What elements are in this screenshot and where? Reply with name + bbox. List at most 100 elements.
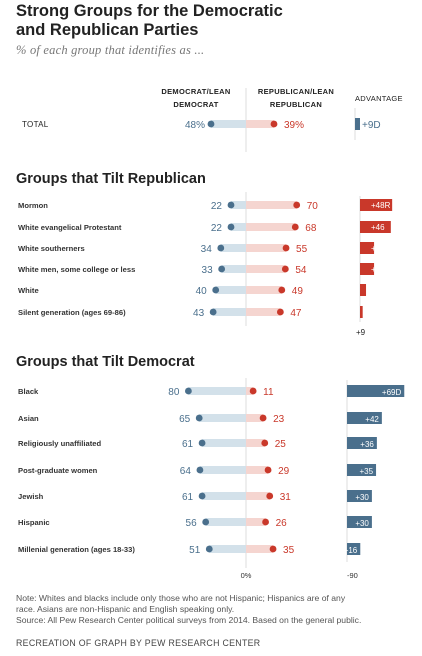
rep-value: 47 [290, 308, 302, 319]
rep-value: 29 [278, 466, 290, 477]
rep-bar [246, 265, 286, 273]
advantage-value: +48R [371, 201, 391, 210]
advantage-scale-label: +9 [356, 328, 366, 337]
footnote: Note: Whites and blacks include only tho… [16, 593, 416, 626]
row-label: Jewish [18, 492, 44, 501]
rep-value: 55 [296, 244, 308, 255]
rep-dot [281, 265, 289, 273]
footnote-line-3: Source: All Pew Research Center politica… [16, 615, 362, 625]
total-dem-value: 48% [185, 120, 205, 131]
rep-value: 23 [273, 414, 285, 425]
dem-bar [221, 265, 246, 273]
dem-value: 65 [179, 414, 191, 425]
credit-line: RECREATION OF GRAPH BY PEW RESEARCH CENT… [16, 638, 261, 648]
advantage-bar [347, 412, 382, 424]
row-label-total: TOTAL [22, 120, 49, 129]
dem-dot [195, 414, 203, 422]
dem-bar [209, 545, 246, 553]
row-label: White men, some college or less [18, 265, 135, 274]
dem-value: 43 [193, 308, 205, 319]
dem-dot [185, 387, 192, 395]
dem-bar [199, 466, 246, 474]
dem-dot [227, 201, 235, 209]
advantage-value: +16 [344, 546, 358, 555]
advantage-bar [347, 543, 361, 555]
rep-value: 54 [295, 265, 307, 276]
dem-dot [227, 223, 235, 231]
advantage-bar [347, 437, 377, 449]
rep-bar [246, 223, 296, 231]
advantage-bar [347, 490, 372, 502]
advantage-bar [360, 284, 367, 296]
rep-dot [293, 201, 301, 209]
rep-bar [246, 201, 297, 209]
rep-bar [246, 492, 270, 500]
dem-bar [213, 308, 246, 316]
row-label: White evangelical Protestant [18, 223, 122, 232]
dem-bar [199, 414, 246, 422]
dem-bar [215, 286, 246, 294]
dem-value: 51 [189, 545, 201, 556]
rep-value: 26 [276, 518, 288, 529]
dem-dot [212, 286, 220, 294]
rep-bar [246, 518, 266, 526]
rep-dot [261, 439, 269, 447]
dem-dot [202, 518, 210, 526]
chart-title-line-1: Strong Groups for the Democratic [16, 2, 283, 20]
dem-bar [205, 518, 246, 526]
rep-dot [276, 308, 284, 316]
row-label: Black [18, 387, 39, 396]
rep-bar [246, 466, 269, 474]
total-rep-bar [246, 120, 274, 128]
dem-value: 61 [182, 439, 194, 450]
chart-subtitle: % of each group that identifies as ... [16, 43, 205, 57]
header-rep-line-2: REPUBLICAN [270, 100, 322, 109]
dem-bar [202, 439, 246, 447]
rep-value: 49 [292, 286, 304, 297]
advantage-value: +35 [359, 467, 373, 476]
header-dem-line-2: DEMOCRAT [173, 100, 218, 109]
row-label: Asian [18, 414, 39, 423]
dem-value: 61 [182, 492, 194, 503]
row-label: Post-graduate women [18, 466, 98, 475]
advantage-bar [360, 263, 375, 275]
total-rep-value: 39% [284, 120, 304, 131]
dem-dot [209, 308, 217, 316]
rep-dot [264, 466, 272, 474]
row-label: Silent generation (ages 69-86) [18, 308, 126, 317]
rep-dot [249, 387, 257, 395]
advantage-value: +30 [355, 519, 369, 528]
advantage-value: +30 [355, 493, 369, 502]
dem-dot [198, 439, 206, 447]
header-rep-line-1: REPUBLICAN/LEAN [258, 87, 334, 96]
dem-bar [231, 201, 246, 209]
advantage-bar [360, 242, 375, 254]
rep-dot [291, 223, 299, 231]
rep-dot [278, 286, 286, 294]
dem-bar [231, 223, 246, 231]
dem-dot [205, 545, 213, 553]
dem-value: 34 [201, 244, 213, 255]
advantage-value: +36 [360, 440, 374, 449]
header-dem-line-1: DEMOCRAT/LEAN [161, 87, 230, 96]
row-label: Religiously unaffiliated [18, 439, 101, 448]
total-advantage-value: +9D [362, 120, 381, 131]
advantage-bar [360, 199, 393, 211]
dem-bar [188, 387, 246, 395]
rep-value: 25 [275, 439, 287, 450]
rep-bar [246, 387, 254, 395]
section-heading-republican: Groups that Tilt Republican [16, 171, 206, 187]
rep-bar [246, 308, 281, 316]
rep-dot [282, 244, 290, 252]
dem-dot [198, 492, 206, 500]
dem-value: 22 [211, 201, 223, 212]
row-label: Hispanic [18, 518, 50, 527]
row-label: White southerners [18, 244, 85, 253]
rep-value: 70 [307, 201, 319, 212]
row-label: White [18, 286, 39, 295]
rep-bar [246, 545, 274, 553]
rep-dot [262, 518, 269, 526]
advantage-value: +21 [371, 265, 385, 274]
dem-value: 40 [196, 286, 208, 297]
